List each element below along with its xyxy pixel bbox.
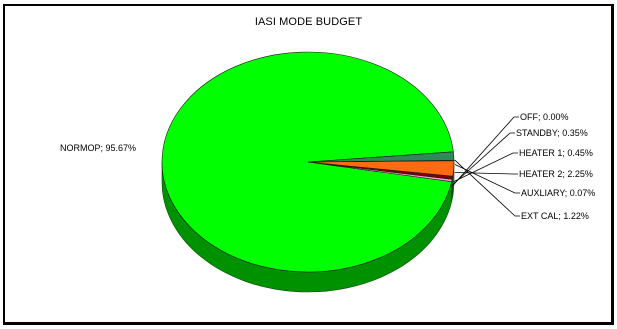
- slice-label-ext-cal: EXT CAL; 1.22%: [521, 211, 589, 221]
- leader-line-ext-cal: [454, 159, 520, 217]
- pie-slice-normop: [161, 51, 454, 273]
- slice-label-heater-1: HEATER 1; 0.45%: [519, 148, 593, 158]
- leader-line-auxliary: [454, 164, 520, 194]
- leader-line-heater-2: [454, 172, 518, 175]
- pie-slice-ext-cal: [307, 151, 455, 163]
- slice-label-normop: NORMOP; 95.67%: [60, 143, 136, 153]
- leader-line-off: [452, 116, 519, 186]
- slice-label-heater-2: HEATER 2; 2.25%: [519, 169, 593, 179]
- leader-line-heater-1: [453, 152, 518, 183]
- slice-label-off: OFF; 0.00%: [520, 112, 569, 122]
- chart-title: IASI MODE BUDGET: [254, 16, 363, 28]
- leader-line-standby: [452, 132, 515, 185]
- slice-label-auxliary: AUXLIARY; 0.07%: [521, 188, 595, 198]
- slice-label-standby: STANDBY; 0.35%: [516, 128, 588, 138]
